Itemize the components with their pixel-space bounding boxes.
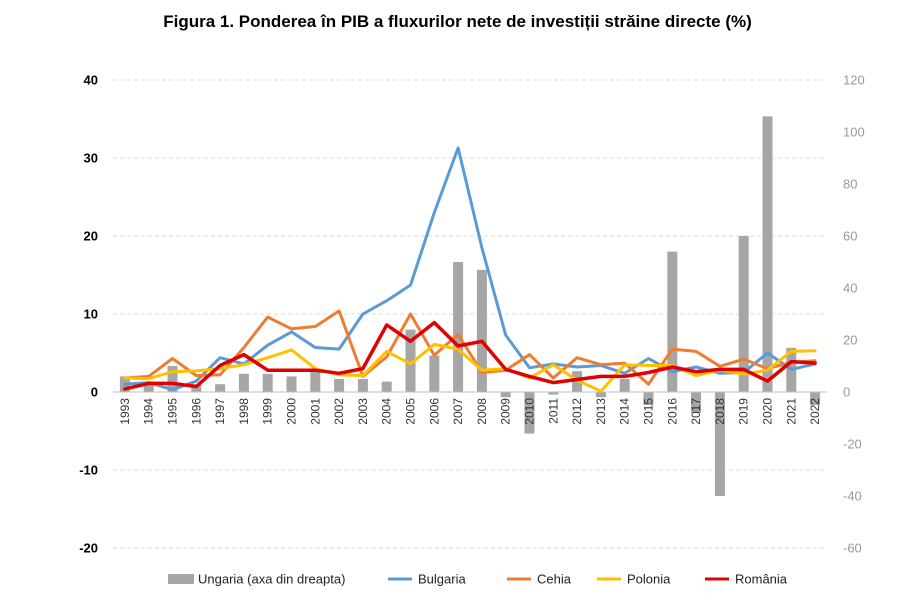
bar-ungaria — [524, 392, 535, 434]
x-tick-label: 2014 — [618, 398, 632, 425]
x-tick-label: 1994 — [142, 398, 156, 425]
bar-ungaria — [286, 376, 297, 392]
y-left-tick-label: 10 — [84, 307, 98, 322]
bar-ungaria — [334, 379, 345, 392]
bar-ungaria — [310, 371, 321, 392]
bar-ungaria — [238, 373, 249, 392]
x-tick-label: 2006 — [427, 398, 441, 425]
bar-ungaria — [143, 381, 154, 392]
x-tick-label: 2018 — [713, 398, 727, 425]
series-line-0 — [123, 146, 817, 392]
y-right-tick-label: -20 — [843, 437, 862, 452]
bar-ungaria — [738, 236, 749, 392]
legend-label: România — [735, 572, 788, 587]
x-tick-label: 2010 — [523, 398, 537, 425]
bar-ungaria — [453, 262, 464, 392]
legend-label: Bulgaria — [418, 572, 466, 587]
x-tick-label: 2013 — [594, 398, 608, 425]
y-left-tick-label: 30 — [84, 151, 98, 166]
series-line-1 — [123, 309, 817, 386]
bar-ungaria — [476, 269, 487, 392]
x-tick-label: 2021 — [784, 398, 798, 425]
x-tick-label: 2019 — [737, 398, 751, 425]
bar-ungaria — [429, 355, 440, 392]
series-line-2 — [123, 342, 817, 393]
series-line-3 — [123, 320, 817, 391]
chart-title: Figura 1. Ponderea în PIB a fluxurilor n… — [163, 12, 752, 31]
bar-ungaria — [167, 366, 178, 392]
legend-label: Polonia — [627, 572, 671, 587]
x-tick-label: 2016 — [665, 398, 679, 425]
x-tick-label: 2004 — [380, 398, 394, 425]
legend-label: Ungaria (axa din dreapta) — [198, 572, 345, 587]
y-left-tick-label: 20 — [84, 229, 98, 244]
bar-ungaria — [381, 381, 392, 392]
bar-ungaria — [548, 392, 559, 395]
x-tick-label: 1998 — [237, 398, 251, 425]
x-tick-label: 2005 — [404, 398, 418, 425]
legend-label: Cehia — [537, 572, 572, 587]
y-left-tick-label: 0 — [91, 385, 98, 400]
bar-ungaria — [762, 116, 773, 393]
x-tick-label: 1993 — [118, 398, 132, 425]
bar-ungaria — [714, 392, 725, 496]
bar-ungaria — [262, 373, 273, 392]
bar-ungaria — [643, 392, 654, 405]
bar-ungaria — [810, 392, 821, 405]
bar-ungaria — [619, 379, 630, 392]
x-tick-label: 2020 — [761, 398, 775, 425]
y-right-tick-label: 100 — [843, 125, 865, 140]
bar-ungaria — [500, 392, 511, 398]
x-tick-label: 1996 — [189, 398, 203, 425]
y-right-tick-label: 20 — [843, 333, 857, 348]
x-tick-label: 2001 — [308, 398, 322, 425]
bar-ungaria — [405, 329, 416, 392]
bar-ungaria — [691, 392, 702, 413]
y-right-tick-label: 60 — [843, 229, 857, 244]
bar-ungaria — [667, 251, 678, 392]
y-right-tick-label: 0 — [843, 385, 850, 400]
y-right-tick-label: 80 — [843, 177, 857, 192]
x-tick-label: 2007 — [451, 398, 465, 425]
x-tick-label: 2015 — [642, 398, 656, 425]
x-tick-label: 2012 — [570, 398, 584, 425]
y-right-tick-label: -40 — [843, 489, 862, 504]
x-tick-label: 1997 — [213, 398, 227, 425]
bar-ungaria — [215, 384, 226, 392]
x-tick-label: 2002 — [332, 398, 346, 425]
y-left-tick-label: -10 — [79, 463, 98, 478]
legend-swatch-ungaria — [168, 574, 194, 584]
bar-ungaria — [357, 379, 368, 392]
x-tick-label: 2008 — [475, 398, 489, 425]
x-tick-label: 2009 — [499, 398, 513, 425]
y-left-tick-label: -20 — [79, 541, 98, 556]
y-left-tick-label: 40 — [84, 73, 98, 88]
y-right-tick-label: 120 — [843, 73, 865, 88]
x-tick-label: 2022 — [808, 398, 822, 425]
y-right-tick-label: 40 — [843, 281, 857, 296]
bar-ungaria — [595, 392, 606, 398]
x-tick-label: 2000 — [285, 398, 299, 425]
x-tick-label: 2017 — [689, 398, 703, 425]
x-tick-label: 2011 — [546, 398, 560, 424]
x-tick-label: 2003 — [356, 398, 370, 425]
x-tick-label: 1995 — [166, 398, 180, 425]
x-tick-label: 1999 — [261, 398, 275, 425]
y-right-tick-label: -60 — [843, 541, 862, 556]
